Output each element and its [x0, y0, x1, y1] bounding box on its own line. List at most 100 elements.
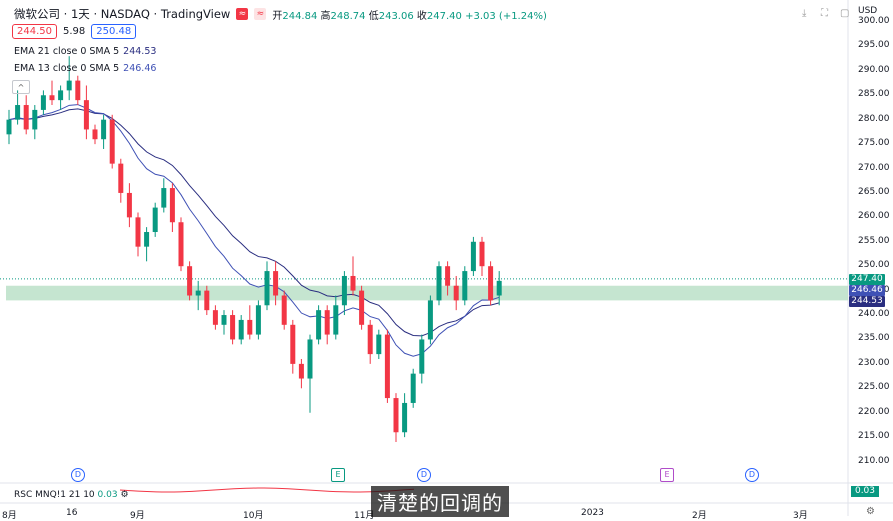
candle-body	[49, 95, 55, 101]
rsc-badge: 0.03	[851, 486, 879, 497]
indicator-ema21-value: 244.53	[123, 46, 157, 57]
currency-label[interactable]: USD	[858, 6, 878, 16]
indicator-ema21-label: EMA 21 close 0 SMA 5	[14, 46, 120, 57]
candle-body	[92, 129, 98, 140]
candle-body	[6, 119, 12, 135]
indicator-ema13[interactable]: EMA 13 close 0 SMA 5 246.46	[14, 63, 156, 74]
buy-price[interactable]: 250.48	[91, 24, 137, 39]
x-tick-label: 3月	[793, 511, 808, 521]
candle-body	[341, 275, 347, 306]
candle-body	[212, 310, 218, 325]
candle-body	[324, 310, 330, 335]
x-tick-label: 2月	[692, 511, 707, 521]
x-tick-label: 16	[66, 508, 78, 518]
candle-body	[58, 90, 64, 101]
candle-body	[204, 290, 210, 311]
candle-body	[290, 324, 296, 364]
candle-body	[83, 100, 89, 130]
candle-body	[470, 241, 476, 272]
candle-body	[230, 315, 236, 340]
candle-body	[23, 105, 29, 130]
ema13-line	[8, 104, 500, 357]
x-tick-label: 10月	[243, 511, 264, 521]
y-tick-label: 235.00	[858, 333, 890, 344]
candle-body	[101, 119, 107, 140]
candle-body	[126, 192, 132, 218]
candle-body	[479, 241, 485, 267]
y-tick-label: 240.00	[858, 309, 890, 320]
candle-body	[264, 271, 270, 306]
candle-body	[402, 402, 408, 433]
candle-body	[350, 275, 356, 291]
candle-body	[419, 339, 425, 374]
ema21-badge: 244.53	[849, 296, 885, 307]
candle-body	[393, 398, 399, 433]
candle-body	[316, 310, 322, 340]
candle-body	[66, 80, 72, 91]
ohlc-readout: 开244.84 高248.74 低243.06 收247.40 +3.03 (+…	[272, 10, 547, 22]
y-tick-label: 255.00	[858, 235, 890, 246]
dividend-marker[interactable]: D	[417, 468, 431, 482]
candle-body	[359, 290, 365, 325]
y-tick-label: 260.00	[858, 211, 890, 222]
candle-body	[410, 373, 416, 403]
dividend-marker[interactable]: D	[71, 468, 85, 482]
earnings-marker[interactable]: E	[660, 468, 674, 482]
dividend-marker[interactable]: D	[745, 468, 759, 482]
candle-body	[307, 339, 313, 379]
gear-icon[interactable]: ⚙	[866, 506, 875, 517]
chart-title: 微软公司 · 1天 · NASDAQ · TradingView	[14, 7, 231, 21]
candle-body	[161, 188, 167, 208]
candle-body	[427, 300, 433, 340]
candle-body	[118, 163, 124, 193]
y-tick-label: 295.00	[858, 40, 890, 51]
y-tick-label: 290.00	[858, 64, 890, 75]
candle-body	[15, 105, 21, 120]
x-tick-label: 2023	[581, 508, 604, 518]
trade-prices: 244.50 5.98 250.48	[12, 24, 137, 39]
compare-icon[interactable]: ≈	[254, 8, 267, 20]
candle-body	[221, 315, 227, 325]
candle-body	[333, 305, 339, 335]
earnings-marker[interactable]: E	[331, 468, 345, 482]
candle-body	[169, 188, 175, 223]
candle-body	[255, 305, 261, 335]
candle-body	[488, 266, 494, 301]
candle-body	[281, 295, 287, 325]
candle-body	[75, 80, 81, 101]
y-tick-label: 215.00	[858, 431, 890, 442]
sell-price[interactable]: 244.50	[12, 24, 57, 39]
download-icon[interactable]: ⤓	[802, 8, 807, 19]
y-tick-label: 280.00	[858, 113, 890, 124]
x-tick-label: 8月	[2, 511, 17, 521]
fullscreen-icon[interactable]: ⛶	[821, 8, 828, 19]
x-tick-label: 9月	[130, 511, 145, 521]
candle-body	[178, 222, 184, 267]
candle-body	[247, 319, 253, 335]
support-zone	[6, 285, 848, 301]
flag-icon[interactable]: ≈	[236, 8, 249, 20]
y-tick-label: 225.00	[858, 382, 890, 393]
close-price-badge: 247.40	[849, 274, 885, 285]
candle-body	[187, 266, 193, 296]
y-tick-label: 220.00	[858, 406, 890, 417]
camera-icon[interactable]: ▢	[840, 8, 850, 19]
spread-value: 5.98	[63, 26, 86, 37]
candle-body	[436, 266, 442, 301]
collapse-legend-icon[interactable]: ^	[12, 80, 30, 94]
candle-body	[135, 217, 141, 247]
ema13-badge: 246.46	[849, 285, 885, 296]
settings-icon[interactable]: ⚙	[120, 490, 129, 500]
candle-body	[109, 119, 115, 164]
candle-body	[376, 334, 382, 355]
candle-body	[195, 290, 201, 296]
candle-body	[32, 109, 38, 130]
y-tick-label: 265.00	[858, 186, 890, 197]
candle-body	[367, 324, 373, 355]
indicator-ema21[interactable]: EMA 21 close 0 SMA 5 244.53	[14, 46, 156, 57]
y-tick-label: 210.00	[858, 455, 890, 466]
y-tick-label: 230.00	[858, 357, 890, 368]
rsc-indicator[interactable]: RSC MNQ!1 21 10 0.03 ⚙	[14, 490, 129, 500]
rsc-value: 0.03	[97, 490, 118, 500]
